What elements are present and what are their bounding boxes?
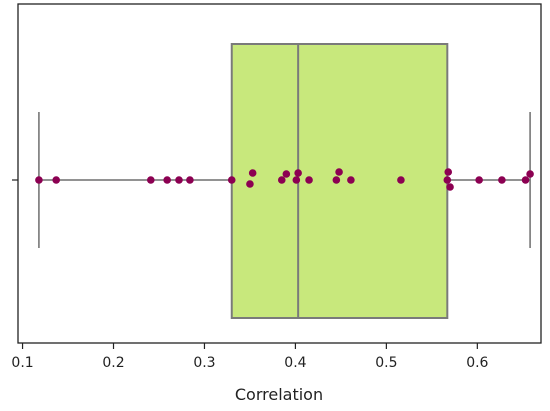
data-point [526,170,534,178]
x-axis: 0.1 0.2 0.3 0.4 0.5 0.6 [11,179,489,371]
data-point [443,176,452,184]
data-point [175,176,183,184]
data-point [35,176,43,184]
data-point [498,176,506,184]
plot-area [35,43,534,319]
data-point [444,168,453,176]
data-point [332,176,341,184]
data-point [163,176,171,184]
data-point [227,176,236,184]
data-point [186,176,194,184]
data-point [246,180,254,188]
data-point [292,176,301,184]
plot-frame [17,3,542,344]
data-point [475,176,483,184]
data-point [277,176,286,184]
data-point [282,170,291,178]
x-tick-label: 0.2 [102,355,124,371]
data-point [248,169,257,177]
data-point [521,176,530,184]
x-tick-label: 0.3 [193,355,215,371]
data-point [446,183,454,191]
data-point [397,176,405,184]
x-tick-label: 0.6 [466,355,488,371]
x-tick-label: 0.1 [11,355,33,371]
data-point [335,168,343,176]
data-point [305,176,313,184]
x-tick-label: 0.4 [284,355,306,371]
data-point [294,169,302,177]
data-point [52,176,61,184]
x-tick-label: 0.5 [375,355,397,371]
x-axis-label: Correlation [235,385,323,404]
data-point [146,176,155,184]
data-point [347,176,355,184]
